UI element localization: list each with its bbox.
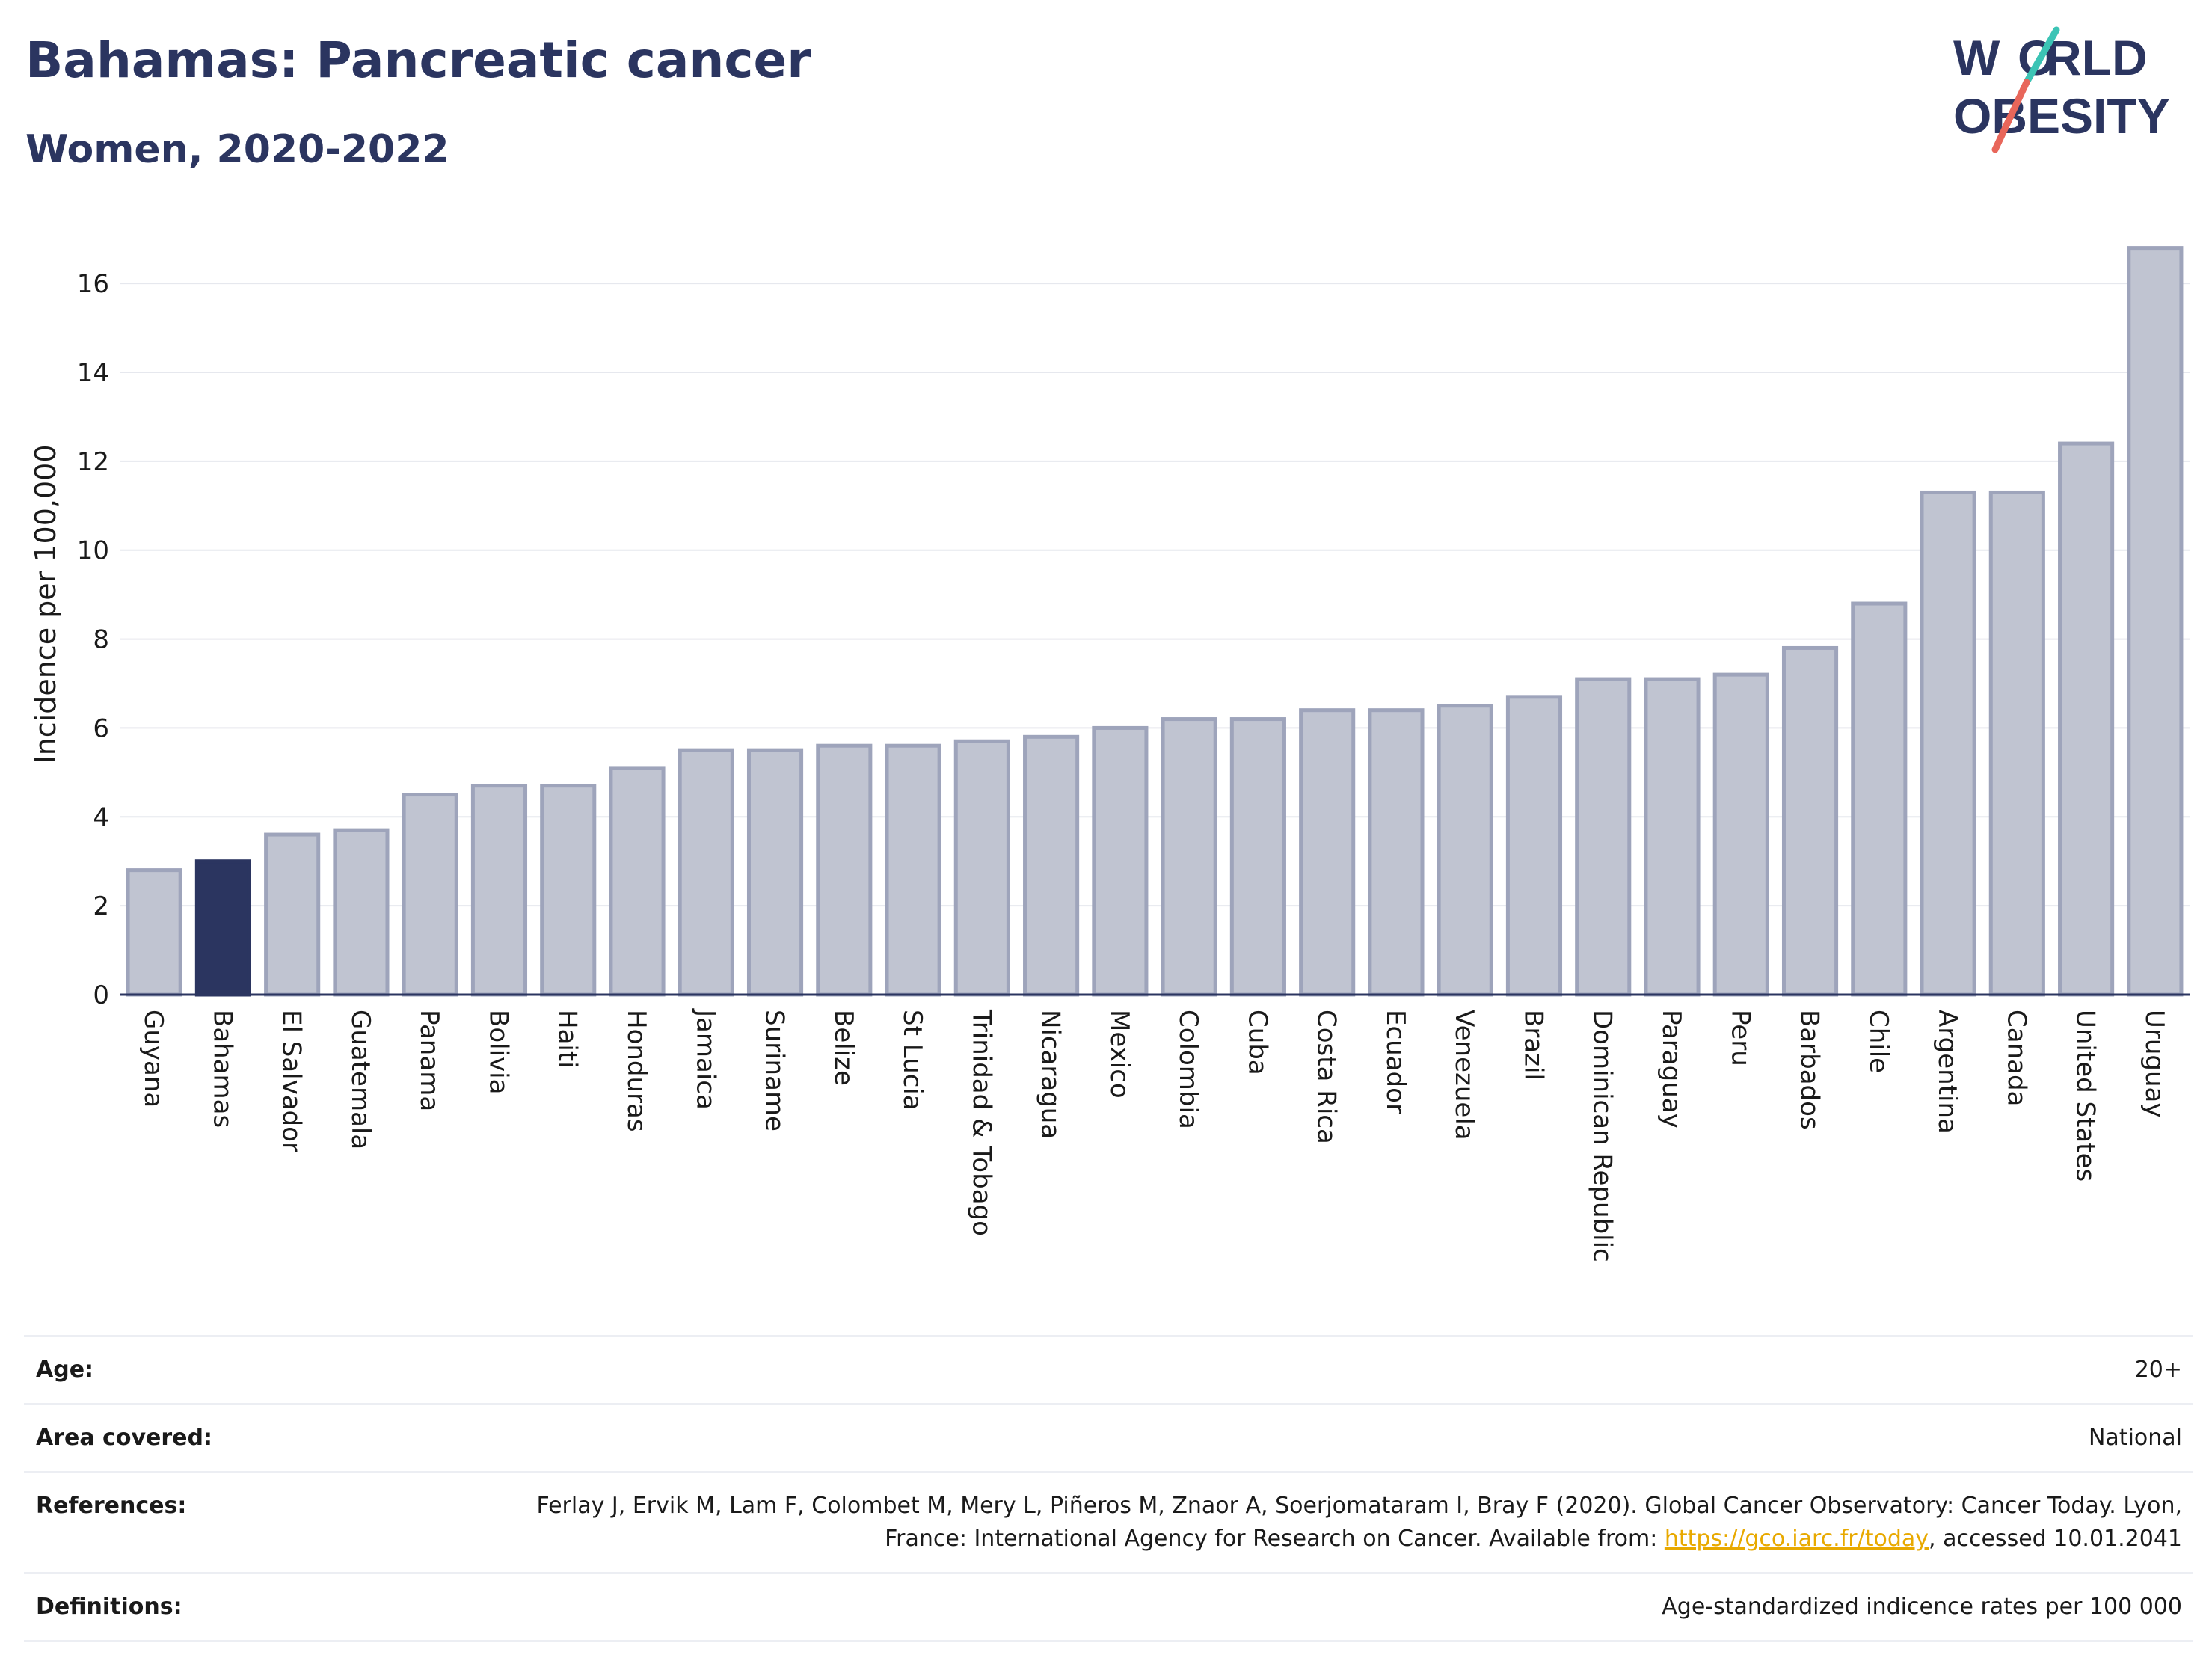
y-tick-label: 8 [93,625,109,655]
area-label: Area covered: [36,1425,212,1451]
x-tick-label: Brazil [1518,1010,1548,1081]
y-tick-label: 12 [77,447,109,477]
world-obesity-logo: W RLD O OBESITY [1953,26,2170,153]
x-tick-label: Paraguay [1656,1010,1686,1129]
bar [678,748,734,997]
info-table: Age: 20+ Area covered: National Referenc… [24,1335,2193,1642]
references-label: References: [36,1493,187,1519]
x-tick-label: Bolivia [483,1010,513,1094]
chart-subtitle: Women, 2020-2022 [25,127,449,172]
bar [2127,246,2184,997]
x-tick-label: Jamaica [690,1008,720,1110]
bar [1920,490,1976,997]
bar-chart: 0 2 4 6 8 10 12 14 16 Guyana Bahamas El Salvador Gua… [29,246,2190,1262]
svg-text:W: W [1953,30,2000,85]
bar [1229,717,1286,997]
bar [470,784,528,997]
x-tick-label: Trinidad & Tobago [966,1009,996,1236]
area-value: National [2088,1425,2182,1451]
definitions-value: Age-standardized indicence rates per 100… [1662,1594,2182,1620]
bar [1644,677,1701,997]
age-label: Age: [36,1357,94,1383]
bar [1023,734,1080,997]
y-tick-label: 2 [93,891,109,921]
x-tick-label: Cuba [1242,1010,1272,1075]
x-tick-label: Nicaragua [1036,1010,1066,1139]
bar [1092,725,1149,997]
x-tick-label: Guatemala [345,1010,375,1149]
bar [1437,704,1493,997]
bar [1368,708,1425,997]
x-tick-label: Honduras [621,1010,651,1132]
age-value: 20+ [2134,1357,2182,1383]
x-tick-label: Peru [1725,1010,1755,1066]
bar [953,739,1010,997]
x-tick-label: Belize [829,1010,858,1086]
bar [609,766,666,997]
y-tick-label: 4 [93,802,109,832]
bar [194,859,251,997]
x-tick-label: Dominican Republic [1588,1010,1617,1262]
bar [264,832,321,997]
references-accessed: , accessed 10.01.2041 [1929,1526,2182,1552]
x-tick-label: El Salvador [277,1010,307,1152]
svg-text:RLD: RLD [2046,30,2148,85]
x-tick-label: United States [2071,1010,2101,1182]
bar [1161,717,1217,997]
x-tick-label: Bahamas [207,1010,237,1128]
bar [816,743,873,997]
info-row-definitions: Definitions: Age-standardized indicence … [24,1572,2193,1642]
x-tick-label: Panama [414,1010,444,1111]
chart-title: Bahamas: Pancreatic cancer [25,31,811,89]
bar [2058,441,2115,997]
info-row-age: Age: 20+ [24,1335,2193,1403]
y-tick-label: 6 [93,713,109,743]
x-tick-label: Costa Rica [1312,1010,1342,1144]
x-tick-label: Venezuela [1449,1010,1479,1140]
svg-text:OBESITY: OBESITY [1953,88,2170,144]
x-tick-label: St Lucia [897,1010,927,1111]
x-tick-label: Barbados [1795,1010,1825,1130]
references-link[interactable]: https://gco.iarc.fr/today [1664,1526,1929,1552]
bar [1781,645,1839,997]
info-row-references: References: Ferlay J, Ervik M, Lam F, Co… [24,1471,2193,1572]
bar [402,793,458,997]
bar [540,784,597,997]
y-tick-label: 10 [77,536,109,566]
bar [333,828,390,997]
x-tick-label: Canada [2001,1010,2031,1106]
x-tick-label: Suriname [760,1010,790,1132]
y-tick-label: 16 [77,269,109,299]
bar [746,748,804,997]
references-value: Ferlay J, Ervik M, Lam F, Colombet M, Me… [462,1490,2182,1556]
bar [1988,490,2045,997]
x-tick-label: Chile [1864,1010,1893,1073]
x-tick-label: Colombia [1173,1010,1203,1129]
x-tick-label: Mexico [1105,1010,1134,1099]
x-tick-label: Haiti [553,1010,583,1069]
y-axis-title: Incidence per 100,000 [29,444,62,764]
bar [1299,708,1356,997]
y-tick-label: 0 [93,980,109,1010]
x-tick-label: Guyana [138,1010,168,1108]
bar [1712,672,1769,997]
definitions-label: Definitions: [36,1594,182,1620]
references-text: Ferlay J, Ervik M, Lam F, Colombet M, Me… [536,1493,2182,1552]
bar [1575,677,1632,997]
info-row-area: Area covered: National [24,1403,2193,1471]
x-tick-label: Ecuador [1380,1010,1410,1114]
bar [1505,695,1563,997]
y-tick-label: 14 [77,358,109,388]
x-tick-label: Uruguay [2139,1010,2169,1118]
x-tick-label: Argentina [1932,1010,1962,1134]
bar [885,743,941,997]
bar [1851,601,1908,997]
bar [126,868,182,997]
